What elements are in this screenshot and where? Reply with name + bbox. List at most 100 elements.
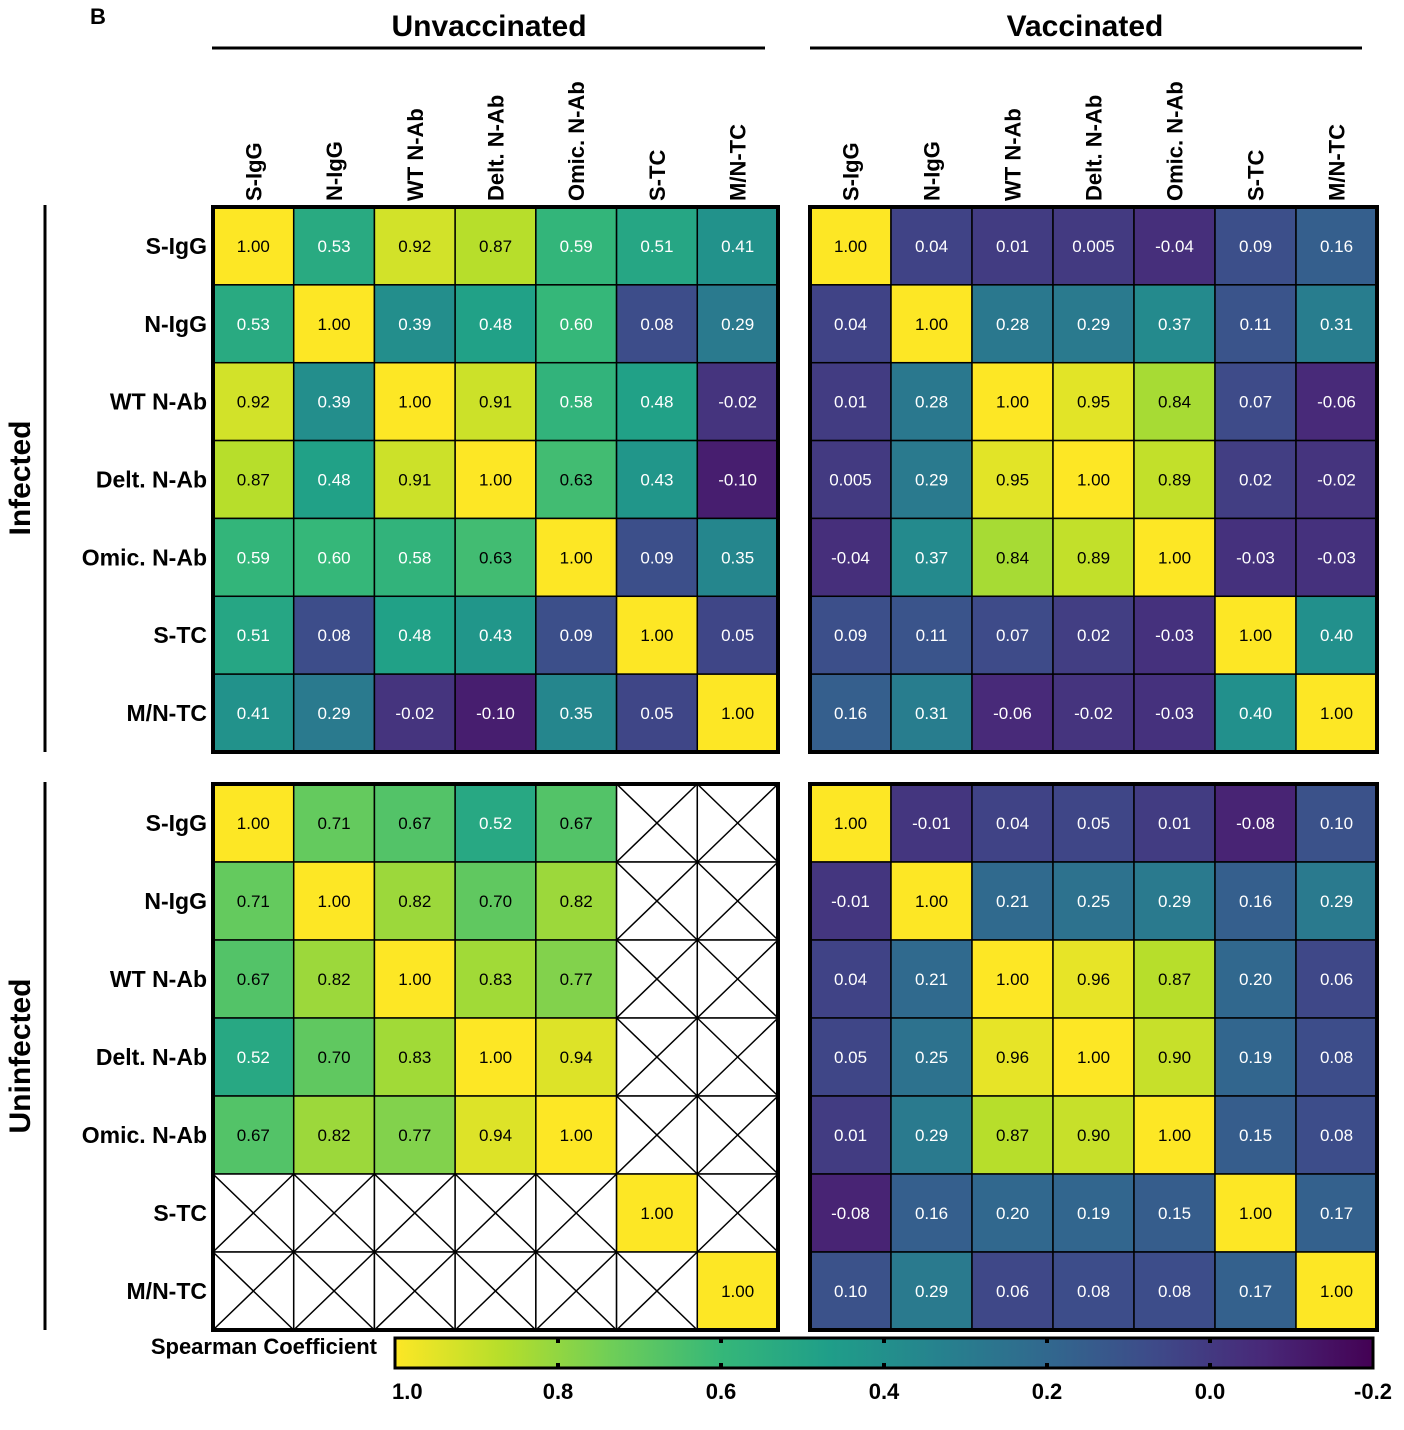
heatmap-cell — [1133, 783, 1216, 863]
heatmap-cell — [696, 673, 779, 753]
cell-value-label: 0.87 — [479, 237, 512, 256]
cell-value-label: -0.02 — [718, 393, 757, 412]
heatmap-cell — [212, 939, 295, 1019]
cell-value-label: 0.60 — [318, 548, 351, 567]
heatmap-cell — [809, 861, 892, 941]
cell-value-label: 1.00 — [1239, 626, 1272, 645]
cell-value-label: 0.11 — [916, 626, 948, 645]
heatmap-cell — [1295, 517, 1378, 598]
column-label: WT N-Ab — [403, 108, 428, 201]
heatmap-cell — [809, 1173, 892, 1253]
heatmap-cell — [615, 673, 699, 753]
heatmap-cell — [454, 939, 537, 1019]
cell-value-label: 0.09 — [1239, 237, 1272, 256]
heatmap-cell — [373, 439, 456, 520]
heatmap-cell — [292, 595, 376, 675]
cell-value-label: 0.21 — [915, 970, 948, 989]
cell-value-label: 0.02 — [1077, 626, 1110, 645]
heatmap-cell — [454, 206, 537, 286]
heatmap-cell — [373, 284, 456, 364]
panel-border — [808, 782, 1379, 1332]
cell-value-label: 0.89 — [1077, 548, 1110, 567]
heatmap-cell — [454, 284, 537, 364]
cell-value-label: 0.40 — [1320, 626, 1353, 645]
heatmap-cell — [1295, 1251, 1378, 1331]
cell-value-label: 1.00 — [721, 1282, 754, 1301]
heatmap-cell — [1133, 1173, 1216, 1253]
column-label: Delt. N-Ab — [484, 95, 509, 201]
cell-value-label: 0.67 — [560, 814, 593, 833]
heatmap-cell — [890, 673, 973, 753]
cell-value-label: 0.51 — [237, 626, 270, 645]
cell-value-label: 0.40 — [1239, 704, 1272, 723]
cell-value-label: -0.01 — [831, 892, 870, 911]
cell-value-label: 0.71 — [318, 814, 351, 833]
cell-value-label: -0.02 — [395, 704, 434, 723]
cell-value-label: 0.90 — [1158, 1048, 1191, 1067]
cell-value-label: 0.16 — [1239, 892, 1272, 911]
heatmap-cell — [1214, 1251, 1297, 1331]
cell-value-label: 0.92 — [237, 393, 270, 412]
heatmap-cell — [890, 284, 973, 364]
cell-value-label: -0.10 — [476, 704, 515, 723]
cell-value-label: 0.95 — [996, 471, 1029, 490]
colorbar-tick-label: 0.4 — [869, 1379, 900, 1404]
cell-value-label: 1.00 — [237, 814, 270, 833]
heatmap-cell — [890, 861, 973, 941]
heatmap-cell — [1052, 439, 1135, 520]
missing-cross-line — [293, 1173, 375, 1253]
cell-value-label: 0.48 — [640, 393, 673, 412]
cell-value-label: 0.60 — [560, 315, 593, 334]
cell-value-label: -0.06 — [993, 704, 1032, 723]
cell-value-label: 0.70 — [318, 1048, 351, 1067]
heatmap-cell — [890, 939, 973, 1019]
cell-value-label: 0.35 — [560, 704, 593, 723]
cell-value-label: 0.63 — [479, 548, 512, 567]
cell-value-label: 0.11 — [1240, 315, 1272, 334]
heatmap-cell — [890, 783, 973, 863]
row-group-title-uninfected: Uninfected — [4, 978, 37, 1133]
cell-value-label: 0.16 — [834, 704, 867, 723]
cell-value-label: 1.00 — [560, 1126, 593, 1145]
cell-value-label: 0.01 — [834, 1126, 867, 1145]
cell-value-label: 1.00 — [834, 814, 867, 833]
heatmap-cell — [1052, 939, 1135, 1019]
cell-value-label: 0.87 — [237, 471, 270, 490]
heatmap-cell — [1214, 206, 1297, 286]
heatmap-cell — [212, 1095, 295, 1175]
cell-value-label: 0.29 — [1158, 892, 1191, 911]
heatmap-cell — [1214, 673, 1297, 753]
row-label: Delt. N-Ab — [96, 1044, 207, 1070]
heatmap-cell — [535, 361, 618, 442]
heatmap-cell — [535, 673, 618, 753]
cell-value-label: 0.20 — [1239, 970, 1272, 989]
cell-value-label: 0.005 — [1072, 237, 1115, 256]
cell-value-label: 0.53 — [318, 237, 351, 256]
heatmap-cell — [1133, 206, 1216, 286]
missing-cross-line — [696, 783, 779, 863]
cell-value-label: -0.03 — [1236, 548, 1275, 567]
cell-value-label: 1.00 — [996, 393, 1029, 412]
row-group-title-infected: Infected — [4, 420, 37, 535]
cell-value-label: 1.00 — [398, 970, 431, 989]
cell-value-label: 0.95 — [1077, 393, 1110, 412]
heatmap-cell — [373, 1095, 456, 1175]
panel-border — [211, 205, 780, 754]
cell-value-label: 0.09 — [560, 626, 593, 645]
heatmap-cell — [615, 439, 699, 520]
heatmap-cell — [1133, 439, 1216, 520]
cell-value-label: 0.39 — [398, 315, 431, 334]
cell-value-label: 0.84 — [996, 548, 1029, 567]
missing-cross-line — [616, 1251, 698, 1331]
missing-cross-line — [616, 783, 698, 863]
cell-value-label: 1.00 — [318, 892, 351, 911]
cell-value-label: 0.96 — [996, 1048, 1029, 1067]
heatmap-cell — [1052, 595, 1135, 675]
cell-value-label: 0.08 — [640, 315, 673, 334]
cell-value-label: 0.71 — [237, 892, 270, 911]
cell-value-label: 0.53 — [237, 315, 270, 334]
row-label: S-IgG — [146, 233, 207, 259]
cell-value-label: 1.00 — [915, 892, 948, 911]
heatmap-cell — [890, 517, 973, 598]
cell-value-label: 1.00 — [237, 237, 270, 256]
